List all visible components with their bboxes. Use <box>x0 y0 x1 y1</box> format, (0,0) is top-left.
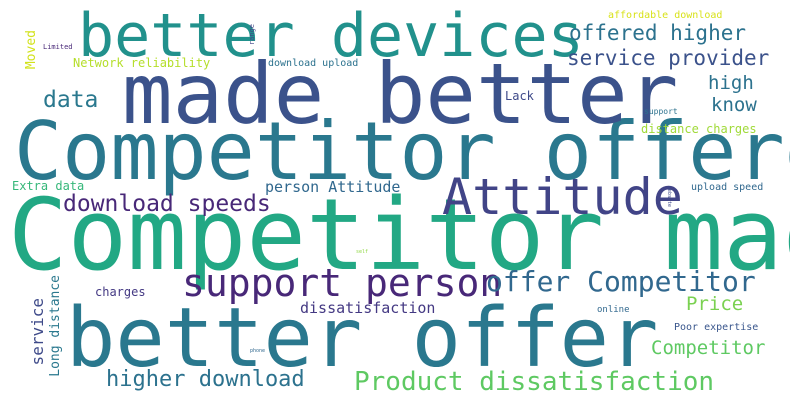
word-support: support <box>644 107 678 116</box>
word-upload-speed: upload speed <box>691 182 764 193</box>
word-better-offer: better offer <box>66 291 659 386</box>
word-distance-charges: distance charges <box>641 122 757 136</box>
word-poor-expertise: Poor expertise <box>674 322 759 333</box>
word-know: know <box>711 94 757 116</box>
word-service: service <box>28 298 47 366</box>
word-high: high <box>708 72 754 94</box>
word-better-devices: better devices <box>78 1 584 71</box>
word-dissatisfaction: dissatisfaction <box>300 299 436 317</box>
word-competitor-offered: Competitor offered <box>14 105 790 198</box>
word-range: range <box>248 24 256 46</box>
word-price: Price <box>686 293 744 315</box>
word-lack: Lack <box>505 89 534 103</box>
word-competitor-made: Competitor made <box>8 178 790 293</box>
word-service-provider: service provider <box>567 46 770 70</box>
word-charges: charges <box>95 285 146 299</box>
word-attitude: Attitude <box>442 168 683 226</box>
word-download-upload: download upload <box>268 58 359 69</box>
word-download-speeds: download speeds <box>63 191 271 217</box>
word-online: online <box>597 305 630 315</box>
word-affordable-download: affordable download <box>608 10 723 21</box>
word-made-better: made better <box>122 45 679 143</box>
word-product-dissatisfaction: Product dissatisfaction <box>354 367 715 397</box>
word-phone: phone <box>250 348 266 354</box>
word-extra-data: Extra data <box>12 179 85 193</box>
word-self: self <box>356 249 369 255</box>
word-moved: Moved <box>24 30 39 70</box>
word-long-distance: Long distance <box>48 275 63 377</box>
word-support-person: support person <box>182 261 503 305</box>
word-offer-competitor: offer Competitor <box>486 265 756 298</box>
word-limited: Limited <box>43 43 73 51</box>
word-competitor-small: Competitor <box>651 337 766 359</box>
word-person-attitude: person Attitude <box>265 178 401 196</box>
word-offered-higher: offered higher <box>569 21 747 45</box>
word-data: data <box>43 87 99 113</box>
word-network-reliability: Network reliability <box>73 56 211 70</box>
word-website: website <box>666 186 672 208</box>
word-higher-download: higher download <box>106 367 305 392</box>
